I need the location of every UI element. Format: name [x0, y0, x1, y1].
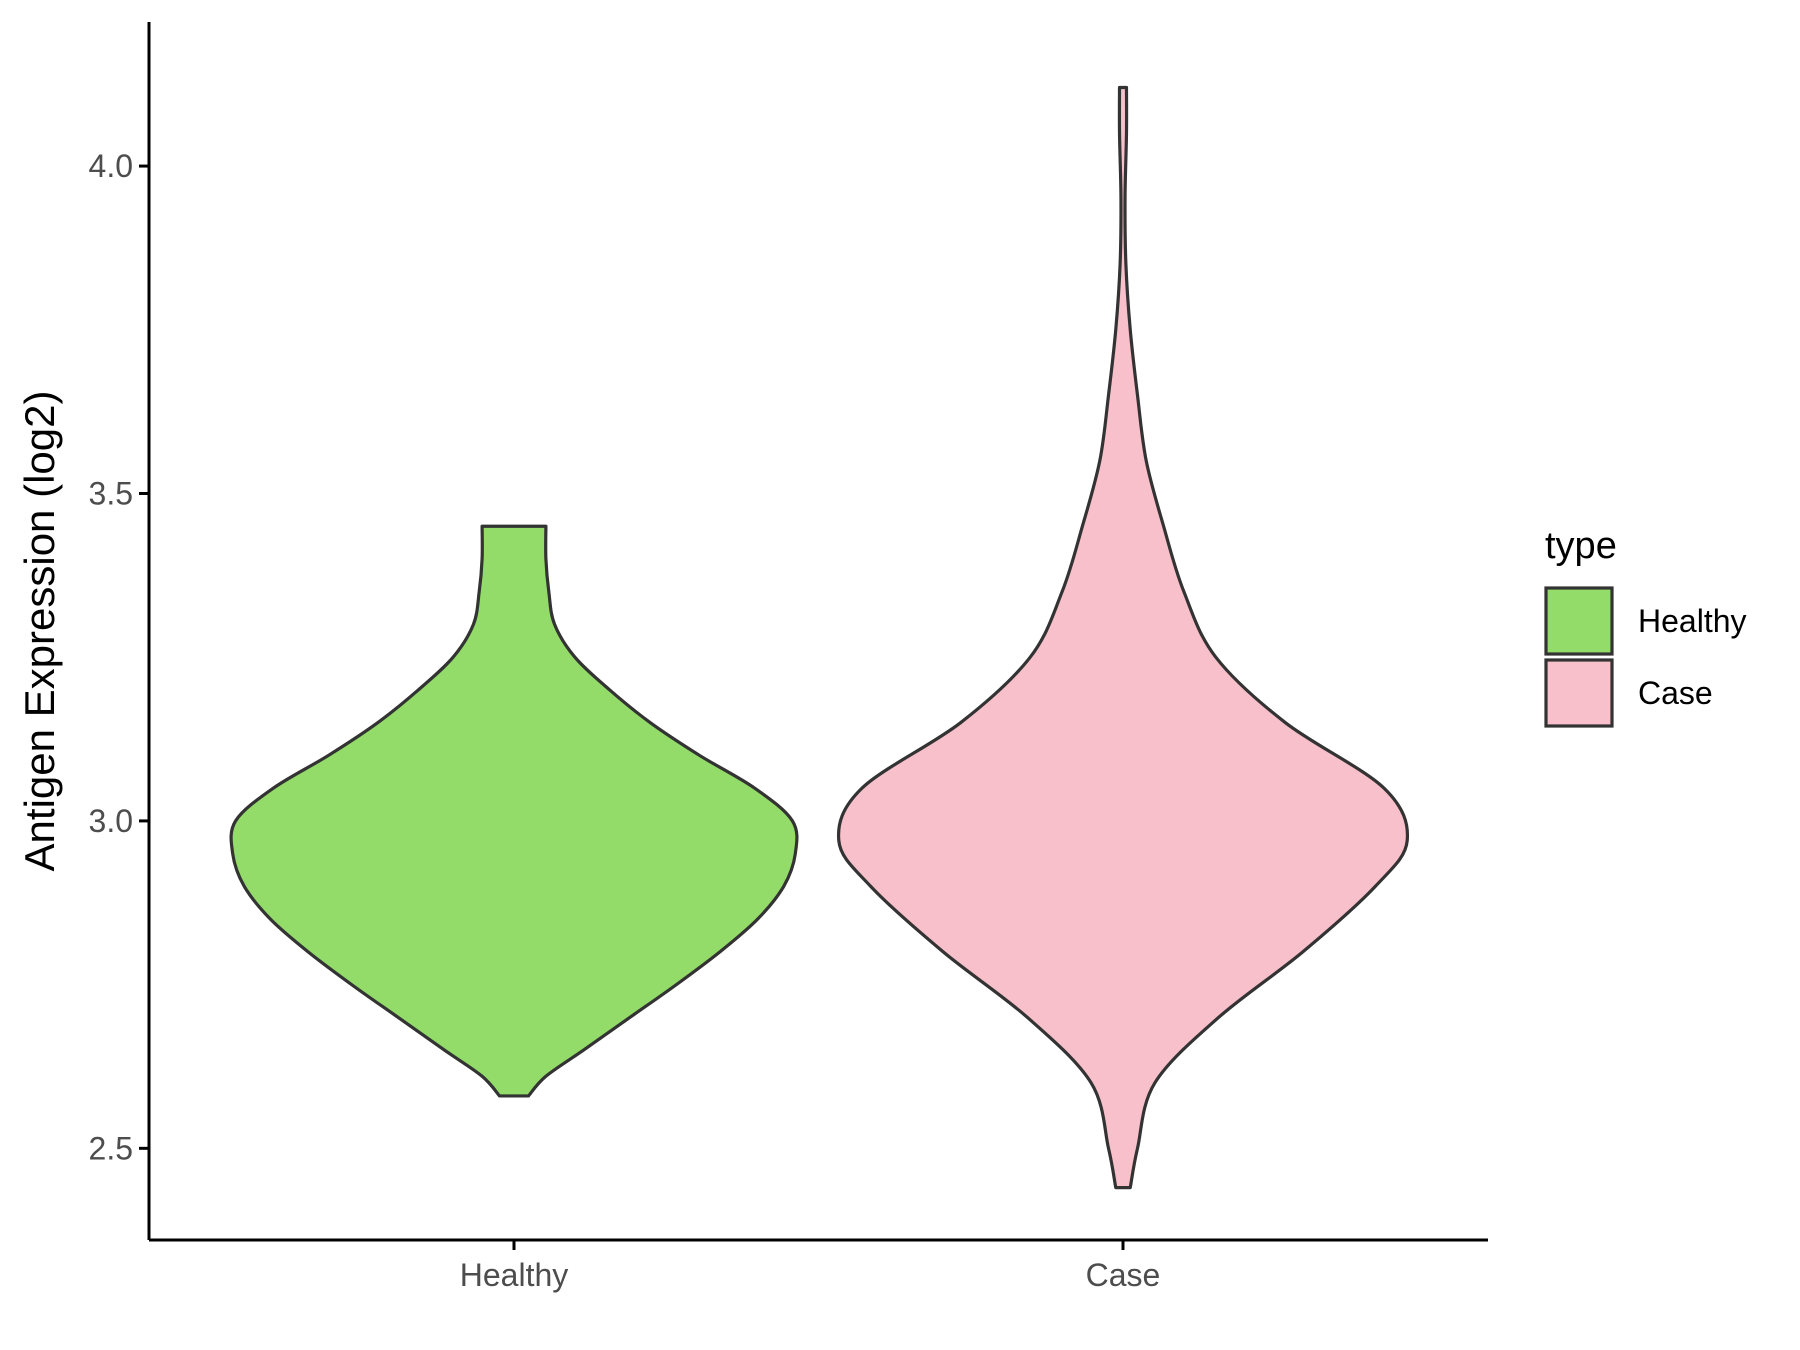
- legend-label: Healthy: [1638, 603, 1747, 639]
- y-axis: 2.5 3.0 3.5 4.0: [89, 22, 151, 1240]
- y-axis-title: Antigen Expression (log2): [16, 391, 63, 872]
- legend-label: Case: [1638, 675, 1713, 711]
- violin-healthy: [229, 524, 799, 1098]
- y-tick-label: 4.0: [89, 148, 133, 184]
- y-tick-label: 2.5: [89, 1130, 133, 1166]
- legend-title: type: [1545, 525, 1617, 567]
- legend-key-case: [1544, 658, 1614, 728]
- x-tick-label: Case: [1086, 1257, 1161, 1293]
- y-tick-label: 3.5: [89, 475, 133, 511]
- x-axis: Healthy Case: [149, 1238, 1488, 1293]
- legend-key-healthy: [1544, 586, 1614, 656]
- violin-case: [836, 85, 1410, 1190]
- violin-layer: [229, 85, 1410, 1190]
- x-tick-label: Healthy: [460, 1257, 569, 1293]
- legend: type Healthy Case: [1544, 525, 1747, 728]
- y-tick-label: 3.0: [89, 803, 133, 839]
